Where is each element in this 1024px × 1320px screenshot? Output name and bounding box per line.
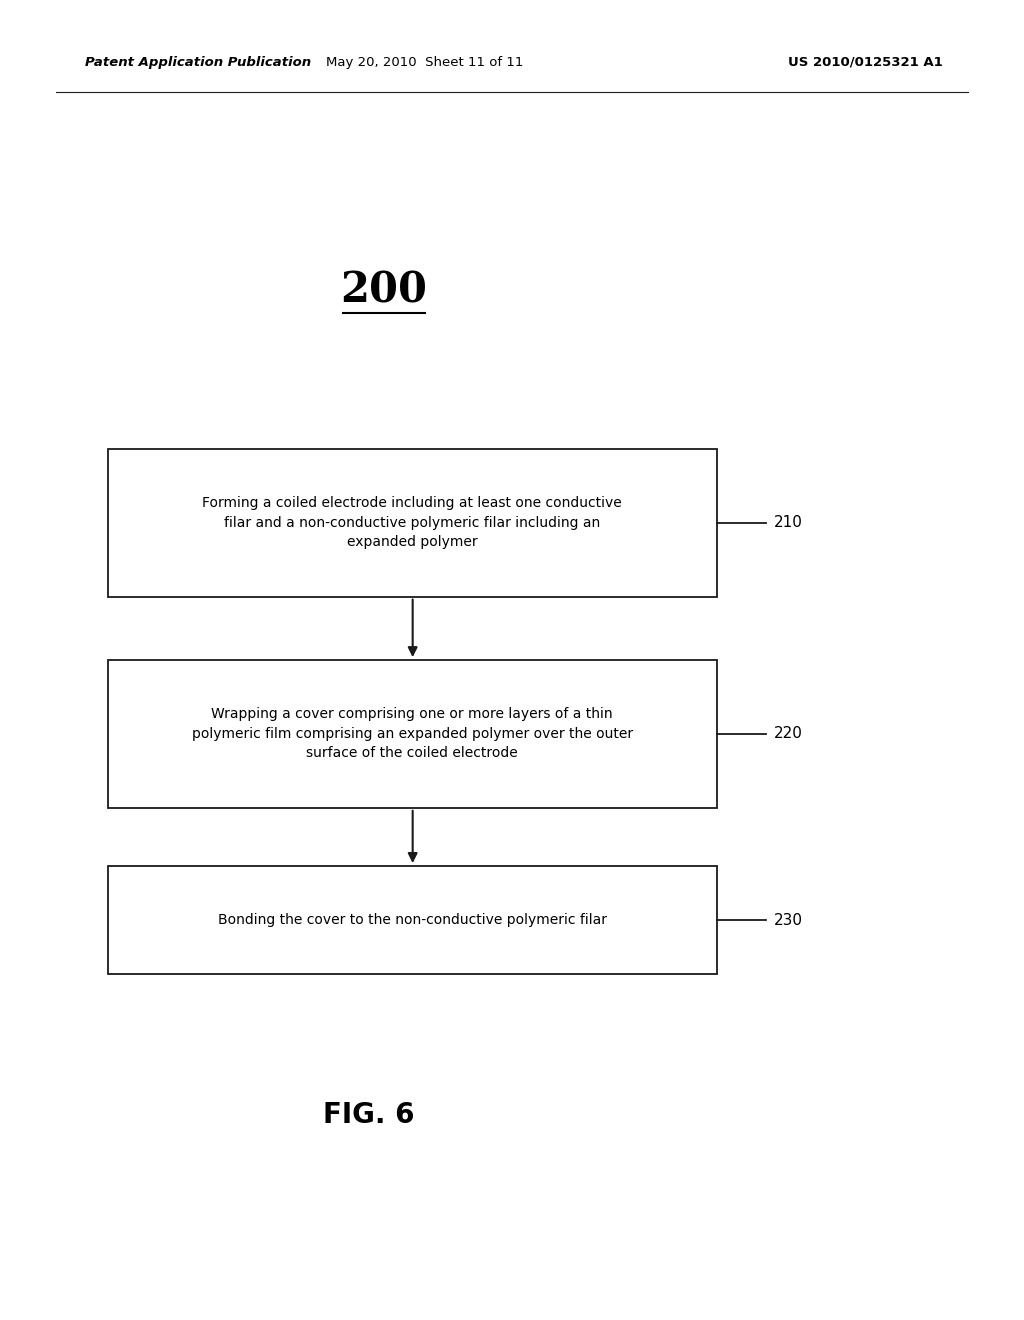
Bar xyxy=(108,449,717,597)
Text: 220: 220 xyxy=(774,726,803,742)
Text: Patent Application Publication: Patent Application Publication xyxy=(85,55,311,69)
Text: Forming a coiled electrode including at least one conductive
filar and a non-con: Forming a coiled electrode including at … xyxy=(203,496,622,549)
Text: 200: 200 xyxy=(341,269,427,312)
Text: Wrapping a cover comprising one or more layers of a thin
polymeric film comprisi: Wrapping a cover comprising one or more … xyxy=(191,708,633,760)
Text: FIG. 6: FIG. 6 xyxy=(323,1101,415,1130)
Bar xyxy=(108,660,717,808)
Text: 230: 230 xyxy=(774,912,803,928)
Text: US 2010/0125321 A1: US 2010/0125321 A1 xyxy=(787,55,943,69)
Bar xyxy=(108,866,717,974)
Text: Bonding the cover to the non-conductive polymeric filar: Bonding the cover to the non-conductive … xyxy=(218,913,606,927)
Text: May 20, 2010  Sheet 11 of 11: May 20, 2010 Sheet 11 of 11 xyxy=(327,55,523,69)
Text: 210: 210 xyxy=(774,515,803,531)
